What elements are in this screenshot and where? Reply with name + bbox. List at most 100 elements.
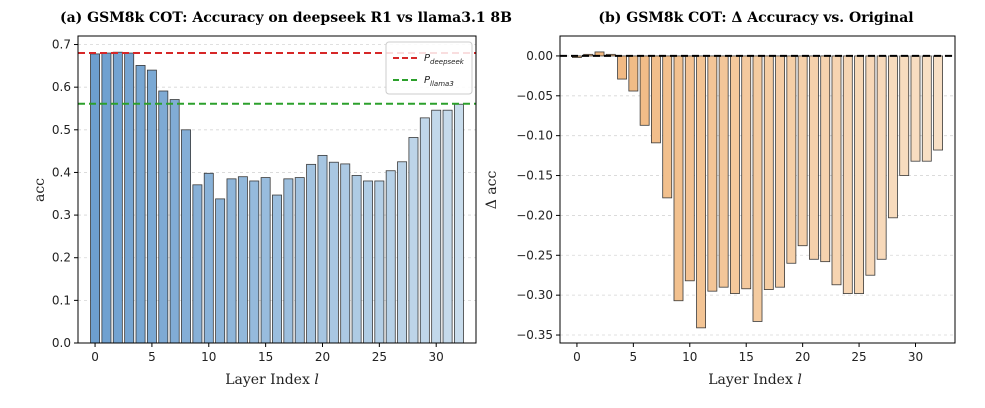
- panel-b-bar-layer-7: [651, 55, 661, 144]
- panel-a-x-tick-label: 10: [201, 350, 216, 364]
- panel-b-bar-layer-17: [763, 55, 774, 290]
- panel-b-bar-layer-12: [707, 55, 718, 292]
- panel-b-x-tick-label: 0: [573, 350, 581, 364]
- panel-b-y-tick-label: −0.25: [516, 248, 553, 262]
- panel-b-bar-layer-14: [730, 55, 740, 294]
- panel-b-bar-layer-18: [775, 55, 785, 288]
- panel-a-bar-layer-31: [442, 109, 453, 344]
- panel-b-x-tick-label: 30: [908, 350, 923, 364]
- panel-b-y-tick-label: −0.10: [516, 129, 553, 143]
- panel-b-bar-layer-24: [842, 55, 853, 294]
- panel-a-bar-layer-6: [158, 90, 169, 344]
- panel-b-bar-layer-31: [921, 55, 932, 162]
- panel-b-bar-layer-26: [865, 55, 876, 276]
- panel-b-y-tick-label: −0.05: [516, 89, 553, 103]
- panel-b-y-tick-label: 0.00: [526, 49, 553, 63]
- panel-a-bar-layer-13: [237, 176, 248, 344]
- panel-b-x-tick-label: 10: [682, 350, 697, 364]
- panel-b-bar-layer-16: [752, 55, 763, 322]
- panel-b-bar-layer-6: [639, 55, 650, 126]
- panel-b-x-axis-label: Layer Index l: [708, 372, 802, 388]
- panel-a-bar-layer-3: [124, 52, 135, 344]
- panel-a-bar-layer-25: [374, 180, 385, 344]
- panel-a-bar-layer-0: [90, 53, 101, 344]
- panel-a-bar-layer-17: [283, 178, 294, 344]
- panel-a-bar-layer-15: [260, 177, 271, 344]
- panel-b-bar-layer-20: [797, 55, 808, 247]
- panel-a-y-axis-label: acc: [32, 178, 48, 202]
- panel-a-y-tick-label: 0.6: [52, 80, 71, 94]
- panel-a-bar-layer-11: [215, 198, 226, 344]
- panel-a-bar-layer-14: [249, 180, 260, 344]
- panel-b-bar-layer-9: [673, 55, 684, 302]
- panel-a-legend: Pdeepseek Pllama3: [385, 41, 473, 95]
- panel-a-y-tick-label: 0.7: [52, 38, 71, 52]
- panel-a-x-tick-label: 0: [91, 350, 99, 364]
- panel-b-bar-layer-13: [718, 55, 729, 288]
- panel-b-bar-layer-29: [899, 55, 910, 176]
- panel-a-bar-layer-27: [397, 161, 408, 344]
- panel-a-bar-layer-12: [226, 178, 237, 344]
- panel-a-x-axis-label: Layer Index l: [225, 372, 319, 388]
- panel-a-y-tick-label: 0.4: [52, 165, 71, 179]
- panel-a-x-tick-label: 30: [429, 350, 444, 364]
- panel-b-x-tick-label: 15: [739, 350, 754, 364]
- panel-b-bar-layer-21: [809, 55, 819, 260]
- panel-b-y-tick-label: −0.20: [516, 208, 553, 222]
- panel-a-x-tick-label: 25: [372, 350, 387, 364]
- panel-b-bar-layer-19: [786, 55, 797, 264]
- panel-a-chart: (a) GSM8k COT: Accuracy on deepseek R1 v…: [32, 10, 512, 388]
- legend-llama3-label: Pllama3: [424, 75, 454, 88]
- panel-a-y-tick-label: 0.5: [52, 123, 71, 137]
- panel-a-bar-layer-29: [419, 117, 430, 344]
- panel-b-bar-layer-15: [741, 55, 752, 290]
- panel-b-y-axis-label: Δ acc: [484, 171, 500, 210]
- panel-a-bar-layer-5: [146, 69, 157, 344]
- panel-a-bar-layer-19: [306, 163, 317, 344]
- panel-a-bar-layer-20: [317, 154, 328, 344]
- panel-a-y-tick-label: 0.2: [52, 251, 71, 265]
- panel-a-plot-frame: [77, 35, 477, 344]
- panel-b-bar-layer-4: [617, 55, 627, 80]
- panel-a-bar-layer-2: [112, 51, 123, 344]
- panel-b-x-tick-label: 20: [795, 350, 810, 364]
- panel-a-bar-layer-1: [101, 52, 112, 344]
- panel-a-bar-layer-10: [203, 172, 214, 344]
- panel-a-bar-layer-18: [294, 177, 305, 344]
- panel-a-bar-layer-8: [181, 129, 191, 344]
- panel-a-y-tick-label: 0.1: [52, 293, 71, 307]
- panel-b-plot-frame: [559, 35, 956, 344]
- panel-a-bar-layer-21: [328, 161, 339, 344]
- panel-b-bar-layer-10: [684, 55, 695, 282]
- panel-b-bar-layer-8: [662, 55, 673, 199]
- panel-a-bar-layer-4: [135, 65, 146, 344]
- panel-a-bar-layer-22: [340, 163, 351, 344]
- panel-b-chart: (b) GSM8k COT: Δ Accuracy vs. Original 0…: [484, 10, 956, 388]
- panel-a-bar-layer-28: [408, 137, 419, 344]
- panel-b-x-tick-label: 5: [630, 350, 638, 364]
- panel-b-y-tick-label: −0.30: [516, 288, 553, 302]
- panel-a-bar-layer-7: [169, 99, 180, 344]
- panel-b-y-tick-label: −0.15: [516, 169, 553, 183]
- panel-a-title: (a) GSM8k COT: Accuracy on deepseek R1 v…: [60, 10, 512, 26]
- panel-b-y-tick-label: −0.35: [516, 328, 553, 342]
- panel-a-bar-layer-23: [351, 175, 362, 344]
- panel-b-x-tick-label: 25: [851, 350, 866, 364]
- panel-a-bar-layer-32: [453, 103, 464, 344]
- panel-a-bar-layer-26: [385, 170, 396, 344]
- panel-b-bar-layer-5: [628, 55, 639, 92]
- panel-a-bar-layer-9: [192, 184, 203, 344]
- panel-b-bar-layer-25: [854, 55, 864, 294]
- panel-a-x-tick-label: 5: [148, 350, 156, 364]
- panel-a-y-tick-label: 0.0: [52, 336, 71, 350]
- panel-b-bar-layer-11: [696, 55, 706, 329]
- panel-b-bar-layer-27: [876, 55, 887, 260]
- panel-a-bar-layer-30: [431, 109, 442, 344]
- panel-a-bar-layer-16: [272, 194, 282, 344]
- panel-b-bar-layer-32: [933, 55, 943, 151]
- panel-b-bar-layer-23: [831, 55, 842, 286]
- legend-deepseek-label: Pdeepseek: [424, 53, 465, 66]
- panel-a-y-tick-label: 0.3: [52, 208, 71, 222]
- panel-a-bar-layer-24: [363, 180, 373, 344]
